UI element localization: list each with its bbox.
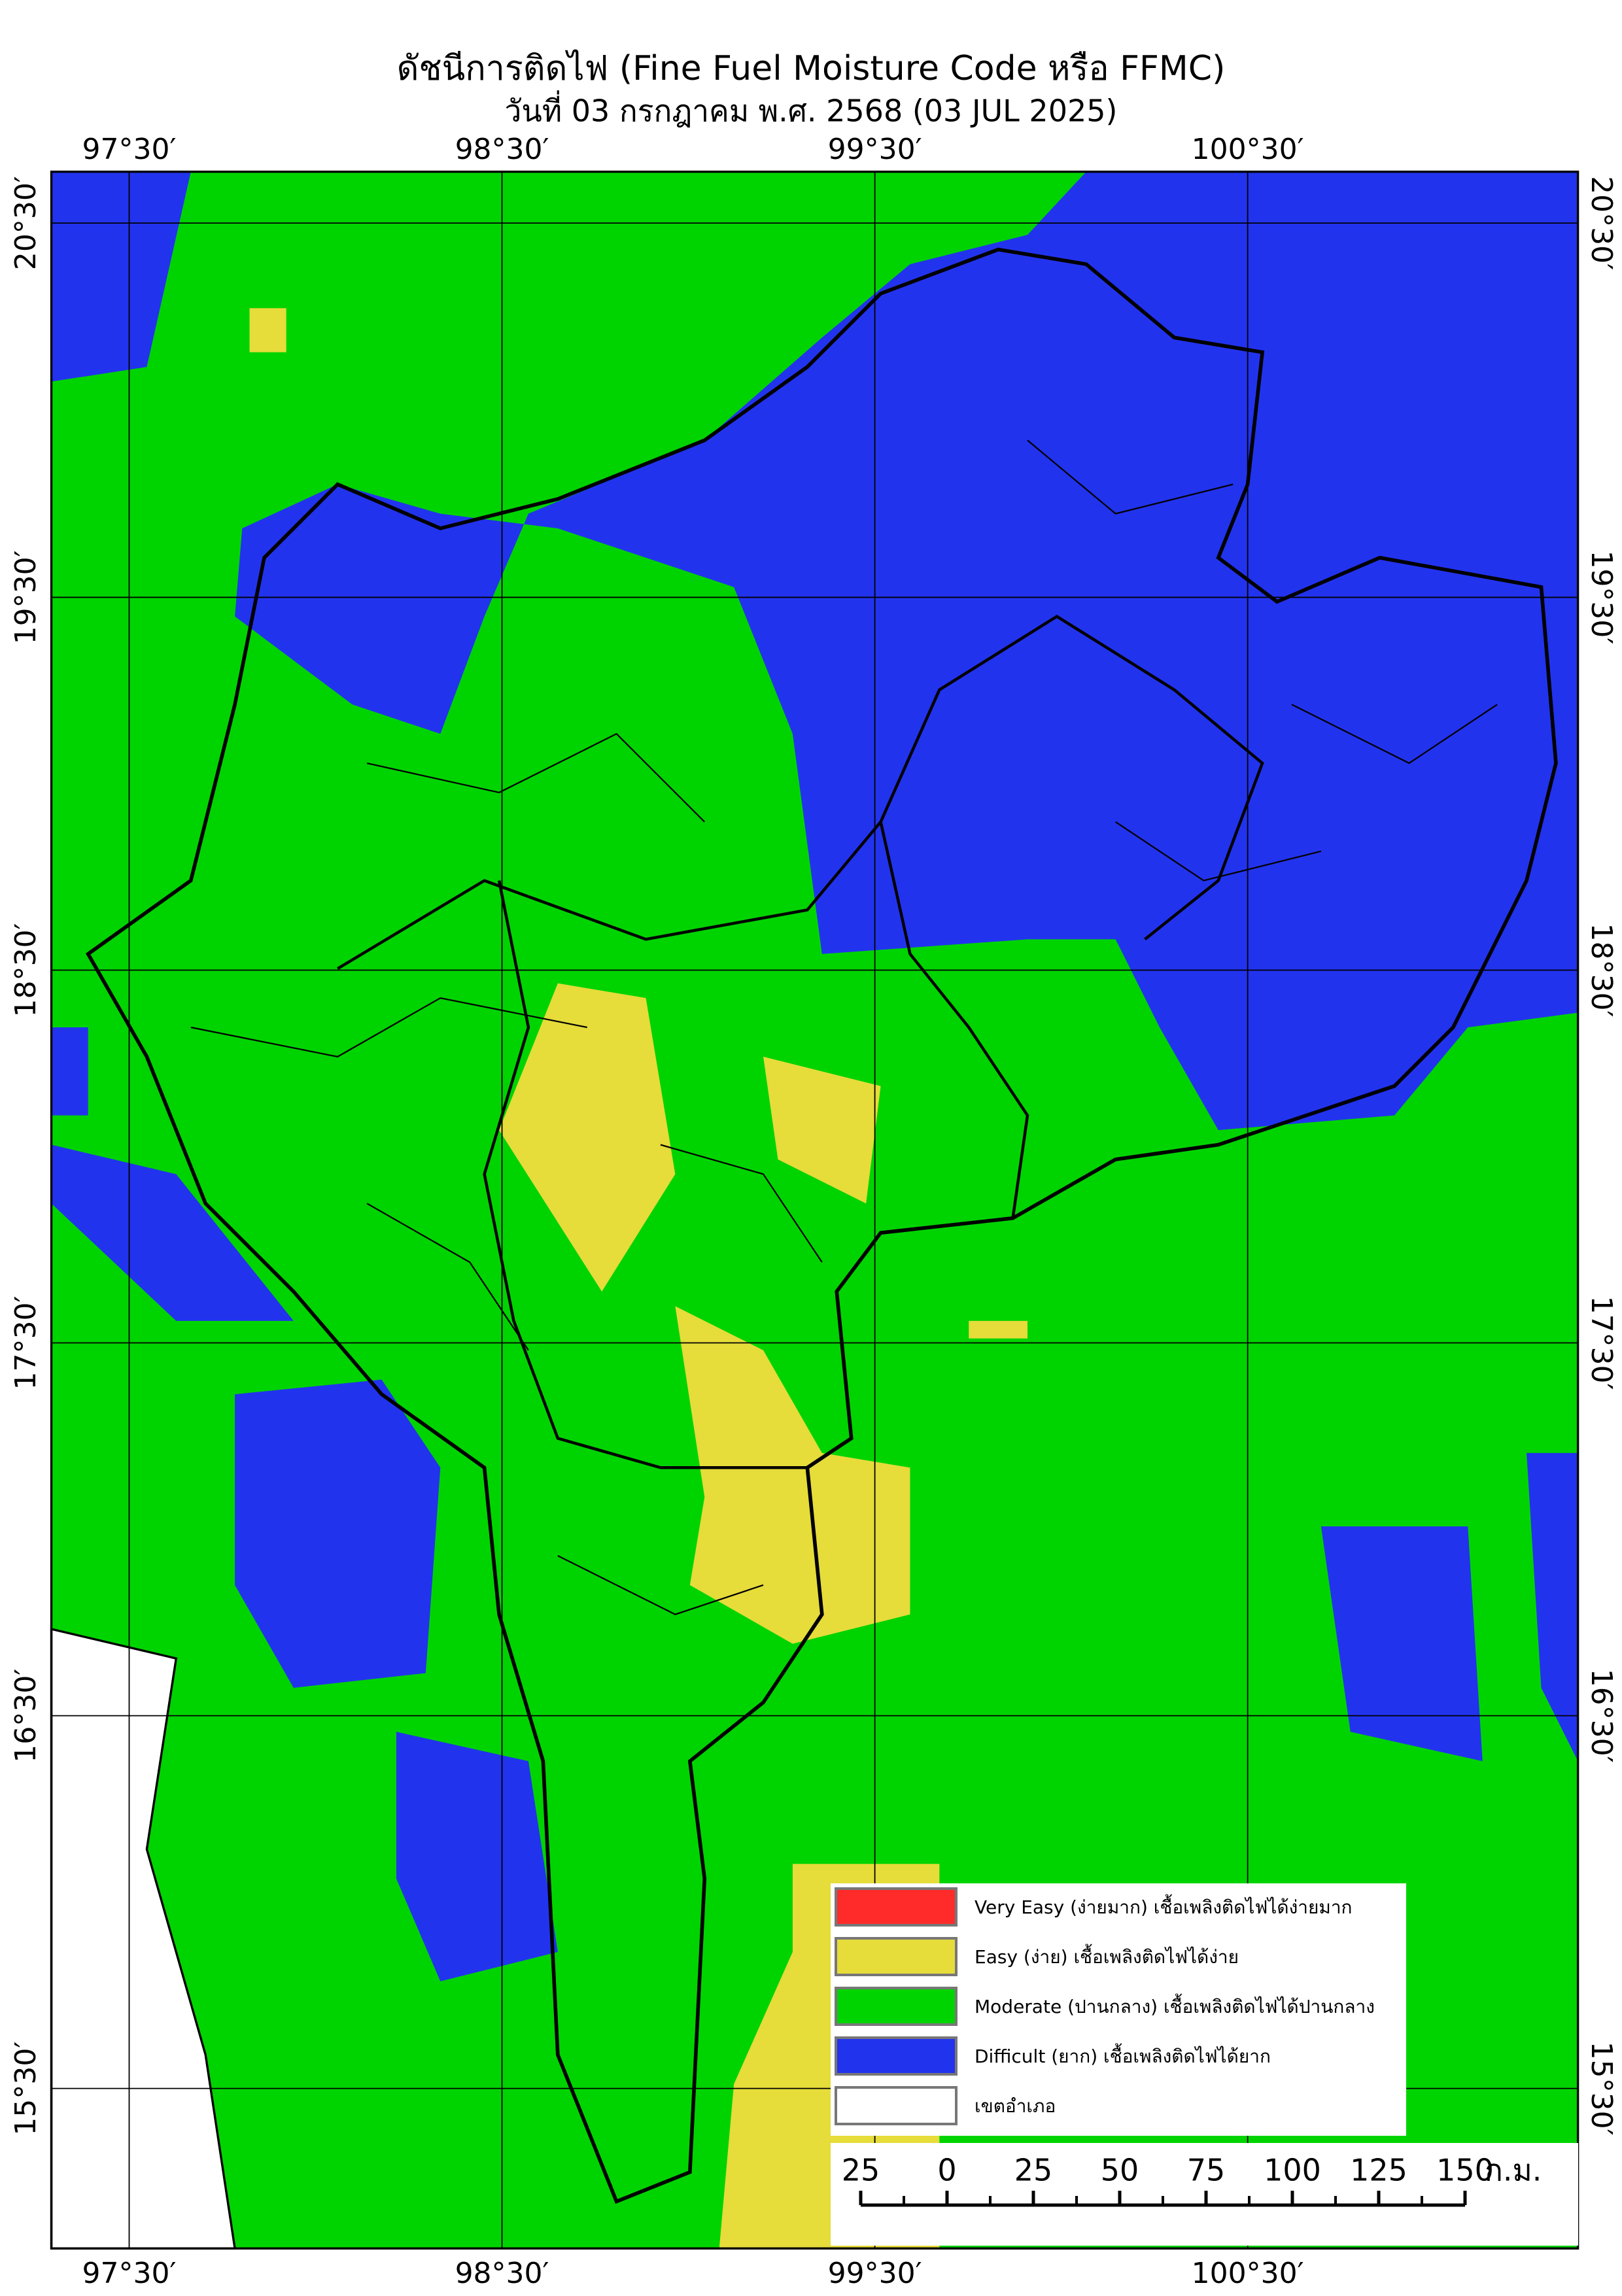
legend-swatch — [835, 1887, 958, 1927]
scale-label: 25 — [842, 2153, 880, 2188]
legend-label: Very Easy (ง่ายมาก) เชื้อเพลิงติดไฟได้ง่… — [975, 1894, 1353, 1918]
lat-label: 19°30′ — [1585, 550, 1618, 644]
legend-swatch — [835, 1987, 958, 2026]
lat-label: 20°30′ — [1585, 176, 1618, 270]
legend-label: เขตอำเภอ — [975, 2095, 1056, 2117]
title: ดัชนีการติดไฟ (Fine Fuel Moisture Code ห… — [397, 49, 1226, 88]
lon-label: 99°30′ — [828, 133, 922, 166]
lon-label: 99°30′ — [828, 2257, 922, 2290]
legend-swatch — [835, 2036, 958, 2076]
lon-label: 98°30′ — [455, 2257, 549, 2290]
scale-label: 100 — [1264, 2153, 1321, 2188]
legend-label: Difficult (ยาก) เชื้อเพลิงติดไฟได้ยาก — [975, 2043, 1271, 2067]
legend-swatch — [835, 2086, 958, 2125]
legend-swatch — [835, 1937, 958, 1976]
lon-label: 98°30′ — [455, 133, 549, 166]
scale-unit: ก.ม. — [1485, 2153, 1542, 2188]
scale-label: 0 — [937, 2153, 956, 2188]
lat-label: 17°30′ — [1585, 1296, 1618, 1390]
scale-label: 75 — [1187, 2153, 1226, 2188]
easy-areas — [249, 308, 1028, 2249]
coordinate-labels: 97°30′ 97°30′ 98°30′ 98°30′ 99°30′ 99°30′ 100°… — [9, 133, 1618, 2290]
difficult-areas — [51, 171, 1578, 1981]
scale-label: 50 — [1101, 2153, 1139, 2188]
lon-label: 100°30′ — [1192, 2257, 1304, 2290]
lon-label: 100°30′ — [1192, 133, 1304, 166]
district-borders — [85, 247, 1558, 2204]
lat-label: 15°30′ — [9, 2042, 43, 2136]
scale-label: 150 — [1436, 2153, 1494, 2188]
map-frame — [50, 170, 1579, 2250]
lat-label: 15°30′ — [1585, 2042, 1618, 2136]
legend-label: Easy (ง่าย) เชื้อเพลิงติดไฟได้ง่าย — [975, 1944, 1239, 1968]
lon-label: 97°30′ — [82, 133, 177, 166]
lat-label: 19°30′ — [9, 550, 43, 644]
lat-label: 20°30′ — [9, 176, 43, 270]
graticule — [51, 171, 1578, 2249]
lat-label: 17°30′ — [9, 1296, 43, 1390]
legend: Very Easy (ง่ายมาก) เชื้อเพลิงติดไฟได้ง่… — [831, 1883, 1406, 2136]
lat-label: 18°30′ — [9, 923, 43, 1017]
lat-label: 18°30′ — [1585, 923, 1618, 1017]
subtitle: วันที่ 03 กรกฎาคม พ.ศ. 2568 (03 JUL 2025… — [505, 90, 1118, 129]
lat-label: 16°30′ — [9, 1669, 43, 1763]
lat-label: 16°30′ — [1585, 1669, 1618, 1763]
map — [50, 170, 1579, 2250]
scale-label: 25 — [1014, 2153, 1053, 2188]
legend-label: Moderate (ปานกลาง) เชื้อเพลิงติดไฟได้ปาน… — [975, 1993, 1375, 2017]
scale-label: 125 — [1350, 2153, 1407, 2188]
lon-label: 97°30′ — [82, 2257, 177, 2290]
